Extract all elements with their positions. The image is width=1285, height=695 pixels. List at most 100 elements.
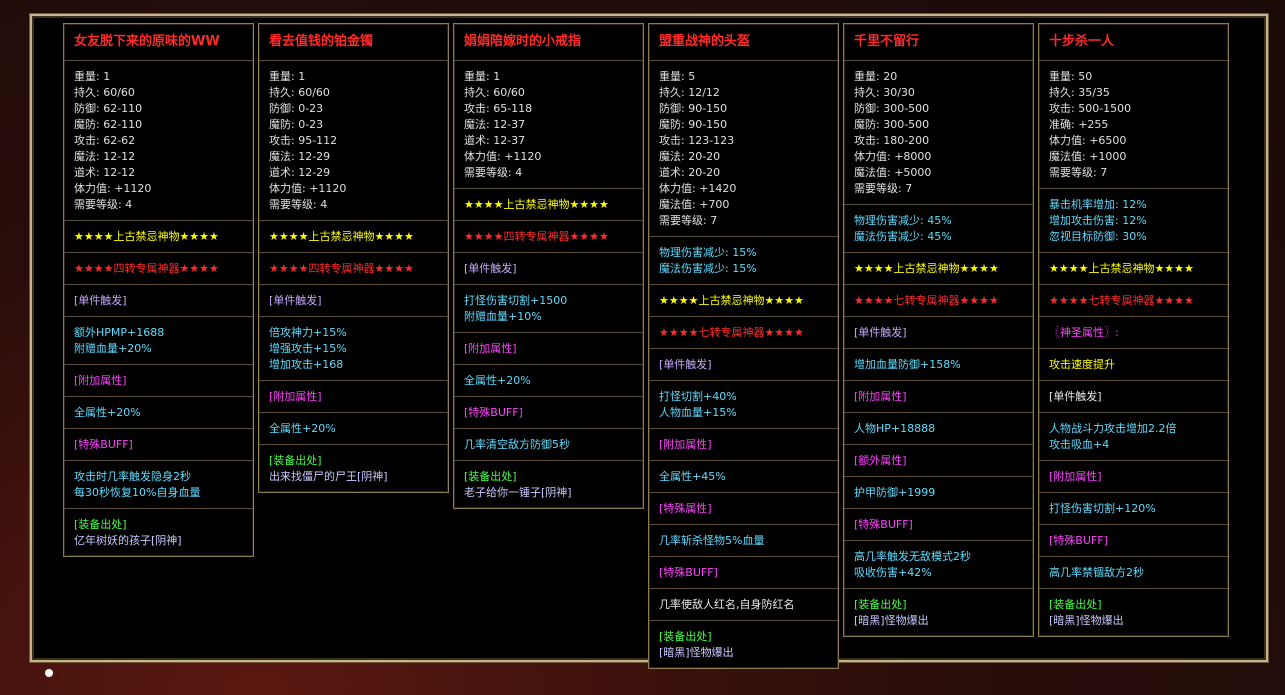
stat-line: 攻击: 95-112 <box>269 134 338 147</box>
stat-line: 道术: 12-29 <box>269 166 331 179</box>
item-section: 倍攻神力+15% 增强攻击+15% 增加攻击+168 <box>259 317 448 381</box>
stat-line: 重量: 20 <box>854 70 898 83</box>
stat-line: 魔防: 300-500 <box>854 118 930 131</box>
stat-line: 魔防: 0-23 <box>269 118 324 131</box>
section-line: 附赠血量+20% <box>74 342 152 355</box>
section-line: 攻击吸血+4 <box>1049 438 1110 451</box>
item-section: 全属性+20% <box>454 365 643 397</box>
stat-line: 持久: 60/60 <box>74 86 135 99</box>
page-indicator[interactable] <box>45 669 53 677</box>
item-section: [特殊BUFF] <box>1039 525 1228 557</box>
stat-line: 体力值: +1420 <box>659 182 737 195</box>
section-line: ★★★★上古禁忌神物★★★★ <box>1049 262 1194 275</box>
section-line: 人物血量+15% <box>659 406 737 419</box>
stat-line: 魔法值: +1000 <box>1049 150 1127 163</box>
item-section: 暴击机率增加: 12% 增加攻击伤害: 12% 忽视目标防御: 30% <box>1039 189 1228 253</box>
item-name: 看去值钱的铂金镯 <box>259 24 448 61</box>
section-line: 增强攻击+15% <box>269 342 347 355</box>
section-line: ★★★★上古禁忌神物★★★★ <box>74 230 219 243</box>
section-line: [特殊BUFF] <box>74 438 133 451</box>
stat-line: 需要等级: 4 <box>74 198 133 211</box>
item-section: 攻击速度提升 <box>1039 349 1228 381</box>
section-line: ★★★★上古禁忌神物★★★★ <box>854 262 999 275</box>
item-section: 全属性+20% <box>259 413 448 445</box>
item-stats: 重量: 20 持久: 30/30 防御: 300-500 魔防: 300-500 攻击:… <box>844 61 1033 205</box>
section-line: 每30秒恢复10%自身血量 <box>74 486 201 499</box>
item-section: [特殊BUFF] <box>649 557 838 589</box>
item-section: 高几率禁锢敌方2秒 <box>1039 557 1228 589</box>
item-section: 攻击时几率触发隐身2秒 每30秒恢复10%自身血量 <box>64 461 253 509</box>
item-section: 打怪伤害切割+120% <box>1039 493 1228 525</box>
section-line: 打怪切割+40% <box>659 390 737 403</box>
section-line: [单件触发] <box>464 262 517 275</box>
section-line: [装备出处] <box>1049 598 1102 611</box>
item-stats: 重量: 1 持久: 60/60 防御: 0-23 魔防: 0-23 攻击: 95-112… <box>259 61 448 221</box>
item-section: 人物战斗力攻击增加2.2倍 攻击吸血+4 <box>1039 413 1228 461</box>
section-line: 物理伤害减少: 15% <box>659 246 757 259</box>
stat-line: 魔法值: +5000 <box>854 166 932 179</box>
section-line: 攻击时几率触发隐身2秒 <box>74 470 191 483</box>
stat-line: 攻击: 500-1500 <box>1049 102 1132 115</box>
stat-line: 防御: 62-110 <box>74 102 143 115</box>
section-line: [单件触发] <box>74 294 127 307</box>
section-line: 物理伤害减少: 45% <box>854 214 952 227</box>
stat-line: 魔法: 20-20 <box>659 150 721 163</box>
section-line: 几率使敌人红名,自身防红名 <box>659 598 795 611</box>
stat-line: 需要等级: 4 <box>464 166 523 179</box>
section-line: [特殊BUFF] <box>659 566 718 579</box>
section-line: 全属性+45% <box>659 470 726 483</box>
stat-line: 体力值: +1120 <box>74 182 152 195</box>
item-section: [单件触发] <box>259 285 448 317</box>
section-line: 人物战斗力攻击增加2.2倍 <box>1049 422 1177 435</box>
item-section: [附加属性] <box>454 333 643 365</box>
section-line: ★★★★四转专属神器★★★★ <box>269 262 414 275</box>
section-line: [装备出处] <box>74 518 127 531</box>
item-section: [特殊BUFF] <box>844 509 1033 541</box>
item-section: [装备出处] [暗黑]怪物爆出 <box>1039 589 1228 636</box>
item-section: 几率清空敌方防御5秒 <box>454 429 643 461</box>
item-section: ★★★★上古禁忌神物★★★★ <box>259 221 448 253</box>
section-line: 额外HPMP+1688 <box>74 326 165 339</box>
stat-line: 重量: 1 <box>74 70 111 83</box>
item-section: ★★★★四转专属神器★★★★ <box>259 253 448 285</box>
tooltip-frame: 女友脱下来的原味的WW 重量: 1 持久: 60/60 防御: 62-110 魔防: 6… <box>30 14 1268 669</box>
stat-line: 重量: 5 <box>659 70 696 83</box>
section-line: [单件触发] <box>659 358 712 371</box>
stat-line: 魔法: 12-12 <box>74 150 136 163</box>
item-section: 几率使敌人红名,自身防红名 <box>649 589 838 621</box>
section-line: ★★★★七转专属神器★★★★ <box>1049 294 1194 307</box>
section-line: [附加属性] <box>464 342 517 355</box>
section-line: 魔法伤害减少: 45% <box>854 230 952 243</box>
stat-line: 需要等级: 7 <box>1049 166 1108 179</box>
section-line: 高几率禁锢敌方2秒 <box>1049 566 1144 579</box>
stat-line: 魔防: 90-150 <box>659 118 728 131</box>
item-name: 盟重战神的头盔 <box>649 24 838 61</box>
item-section: 几率斩杀怪物5%血量 <box>649 525 838 557</box>
stat-line: 魔法: 12-29 <box>269 150 331 163</box>
stat-line: 道术: 12-37 <box>464 134 526 147</box>
stat-line: 持久: 35/35 <box>1049 86 1110 99</box>
stat-line: 需要等级: 4 <box>269 198 328 211</box>
section-line: ★★★★上古禁忌神物★★★★ <box>659 294 804 307</box>
stat-line: 准确: +255 <box>1049 118 1109 131</box>
item-section: ★★★★四转专属神器★★★★ <box>454 221 643 253</box>
section-line: [装备出处] <box>464 470 517 483</box>
stat-line: 体力值: +1120 <box>464 150 542 163</box>
section-line: [装备出处] <box>854 598 907 611</box>
item-section: ★★★★上古禁忌神物★★★★ <box>64 221 253 253</box>
stat-line: 持久: 30/30 <box>854 86 915 99</box>
stat-line: 重量: 1 <box>269 70 306 83</box>
item-section: ★★★★上古禁忌神物★★★★ <box>649 285 838 317</box>
stat-line: 道术: 20-20 <box>659 166 721 179</box>
item-section: 打怪伤害切割+1500 附赠血量+10% <box>454 285 643 333</box>
item-section: 全属性+20% <box>64 397 253 429</box>
section-line: [附加属性] <box>1049 470 1102 483</box>
item-card: 十步杀一人 重量: 50 持久: 35/35 攻击: 500-1500 准确: +255… <box>1038 23 1229 637</box>
item-section: 护甲防御+1999 <box>844 477 1033 509</box>
section-line: [特殊BUFF] <box>464 406 523 419</box>
item-section: [额外属性] <box>844 445 1033 477</box>
section-line: [暗黑]怪物爆出 <box>854 614 929 627</box>
item-name: 十步杀一人 <box>1039 24 1228 61</box>
stat-line: 防御: 90-150 <box>659 102 728 115</box>
item-section: [单件触发] <box>649 349 838 381</box>
